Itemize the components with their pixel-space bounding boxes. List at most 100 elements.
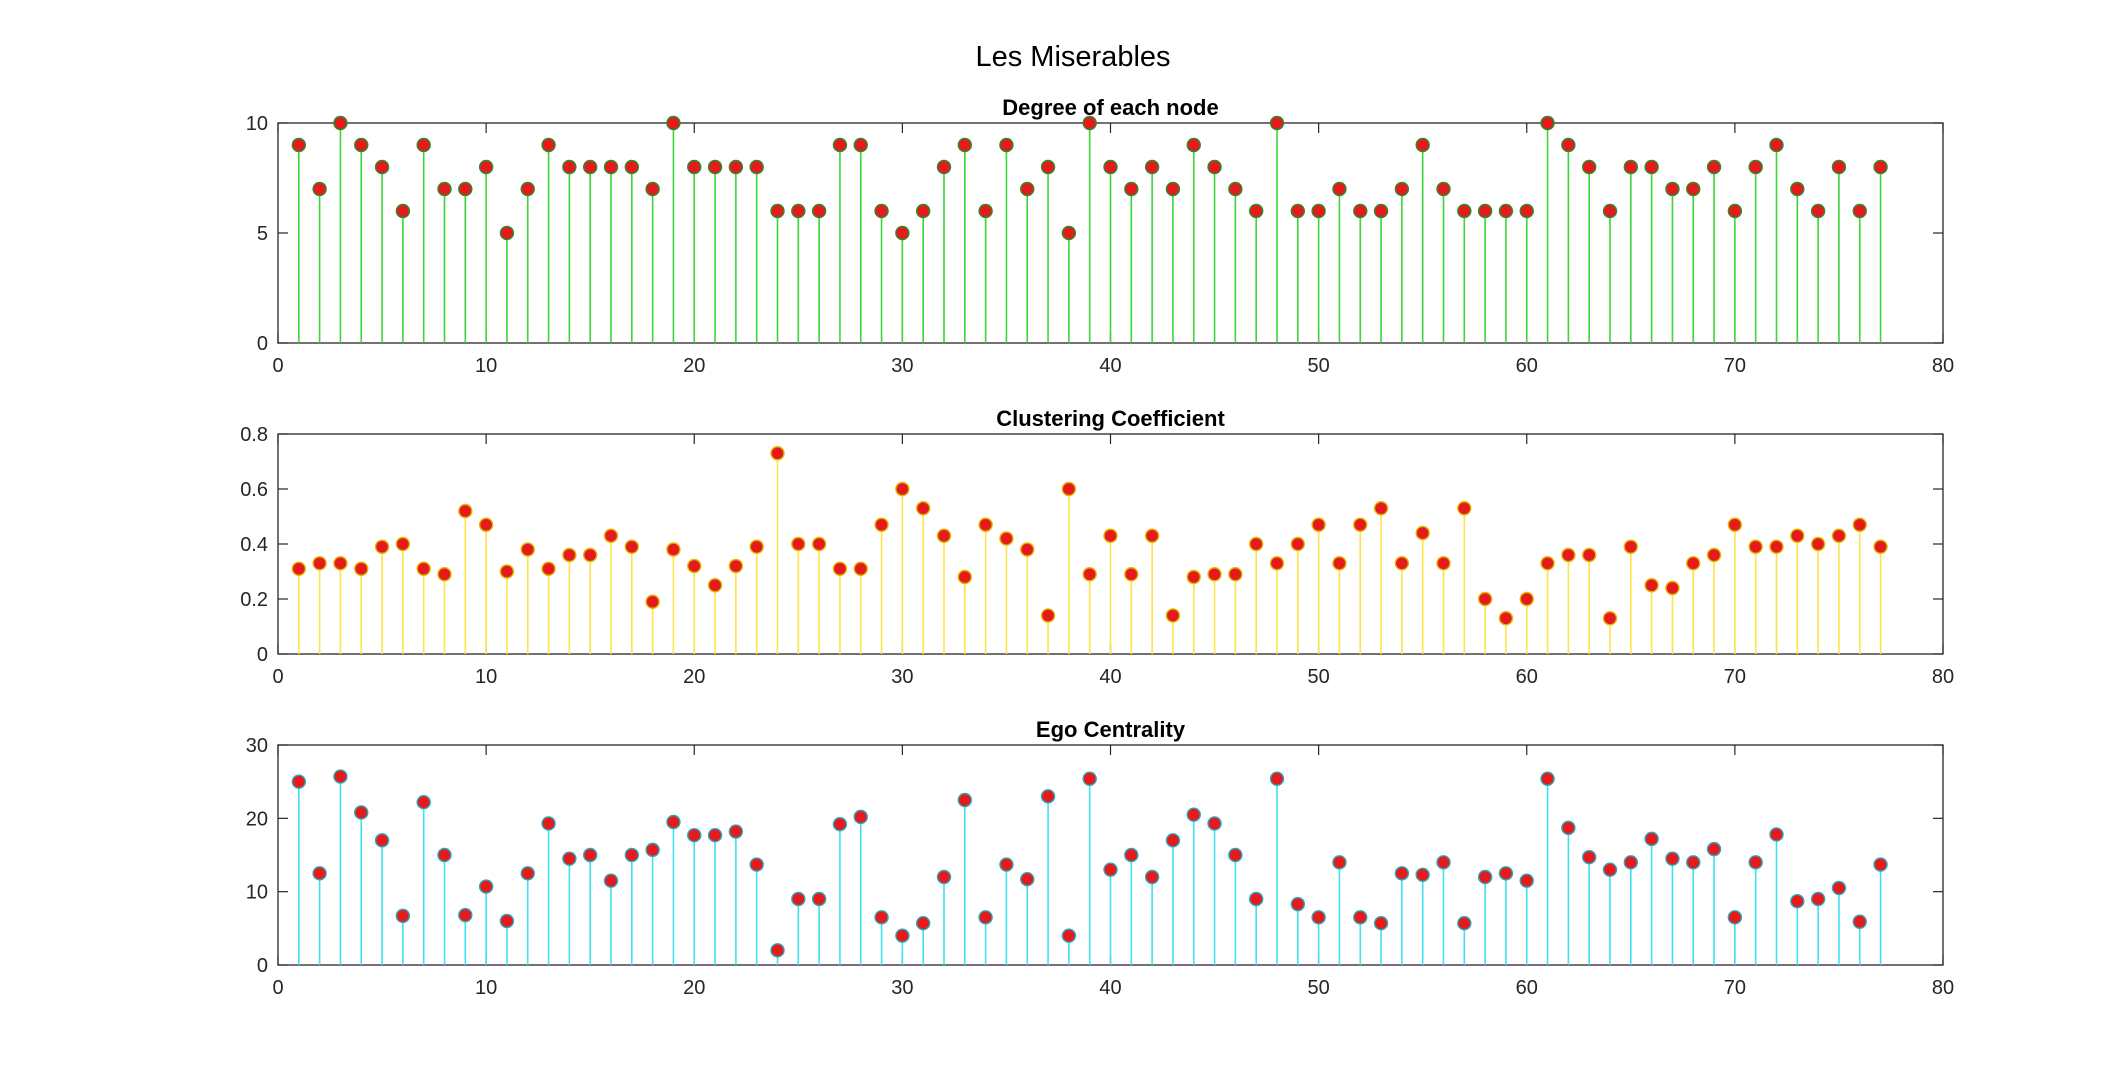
stem-marker — [1186, 807, 1201, 822]
stem-marker — [749, 159, 764, 175]
stem-marker — [1040, 789, 1056, 804]
stem-marker — [1790, 181, 1805, 197]
stem-marker — [936, 528, 952, 543]
stem-marker — [1644, 578, 1659, 593]
stem-marker — [520, 542, 535, 557]
stem-marker — [354, 805, 369, 820]
stem-marker — [478, 517, 494, 532]
stem-marker — [770, 446, 785, 461]
stem-marker — [707, 159, 723, 175]
stem-marker — [853, 137, 868, 153]
stem-marker — [1311, 517, 1326, 532]
stem-marker — [853, 809, 868, 825]
stem-marker — [1852, 517, 1867, 532]
stem-marker — [291, 137, 307, 153]
y-tick-label: 5 — [257, 223, 268, 245]
stem-marker — [666, 542, 681, 557]
subplot-title: Degree of each node — [1002, 95, 1218, 120]
stem-marker — [1498, 611, 1514, 626]
stem-marker — [603, 528, 619, 543]
stem-marker — [624, 847, 640, 863]
stem-marker — [1269, 771, 1285, 786]
stem-marker — [520, 866, 535, 881]
stem-marker — [395, 536, 411, 552]
stem-marker — [666, 814, 681, 830]
stem-marker — [1831, 159, 1847, 175]
stem-marker — [832, 137, 848, 153]
x-tick-label: 80 — [1932, 355, 1954, 377]
stem-marker — [915, 501, 931, 516]
stem-marker — [1103, 862, 1118, 877]
stem-marker — [1373, 501, 1389, 516]
stem-marker — [458, 907, 473, 923]
stem-marker — [1415, 867, 1430, 882]
stem-marker — [1248, 203, 1264, 219]
stem-marker — [1748, 159, 1763, 175]
stem-marker — [1540, 556, 1555, 571]
stem-marker — [687, 558, 702, 574]
stem-marker — [354, 561, 369, 576]
stem-marker — [1769, 827, 1784, 842]
stem-marker — [1061, 225, 1077, 241]
stem-marker — [1519, 591, 1534, 607]
stem-marker — [1831, 880, 1847, 896]
stem-marker — [645, 594, 660, 609]
stem-marker — [1852, 203, 1867, 219]
stem-marker — [1144, 528, 1160, 543]
stem-marker — [374, 159, 390, 175]
stem-marker — [1623, 539, 1639, 554]
stem-marker — [333, 115, 348, 131]
stem-marker — [770, 943, 785, 958]
stem-marker — [1623, 159, 1639, 175]
x-tick-label: 20 — [683, 355, 705, 377]
x-tick-label: 80 — [1932, 666, 1954, 688]
y-tick-label: 10 — [246, 882, 268, 904]
x-tick-label: 0 — [272, 666, 283, 688]
stem-marker — [1623, 855, 1639, 870]
x-tick-label: 50 — [1308, 355, 1330, 377]
stem-marker — [1457, 916, 1472, 931]
stem-marker — [1332, 855, 1347, 870]
stem-marker — [1873, 159, 1888, 175]
stem-marker — [1519, 203, 1534, 219]
stem-marker — [1207, 567, 1222, 582]
x-tick-label: 30 — [891, 666, 913, 688]
stem-marker — [1290, 203, 1306, 219]
stem-marker — [291, 774, 307, 789]
stem-marker — [1727, 517, 1743, 532]
stem-marker — [1332, 181, 1347, 197]
stem-marker — [707, 578, 723, 593]
stem-marker — [1269, 556, 1285, 571]
stem-marker — [1290, 536, 1306, 552]
x-tick-label: 70 — [1724, 355, 1746, 377]
stem-marker — [999, 531, 1014, 546]
y-tick-label: 30 — [246, 735, 268, 757]
stem-marker — [1228, 181, 1243, 197]
stem-marker — [1644, 159, 1659, 175]
subplots: Degree of each node 0 10 20 30 40 50 60 70 80 0 5 10… — [240, 95, 1954, 999]
x-tick-label: 10 — [475, 666, 497, 688]
stem-marker — [978, 203, 993, 219]
x-tick-label: 60 — [1516, 666, 1538, 688]
stem-marker — [499, 225, 515, 241]
stem-marker — [1353, 203, 1368, 219]
stem-marker — [458, 503, 473, 519]
stem-marker — [437, 847, 452, 863]
x-tick-label: 0 — [272, 977, 283, 999]
stem-marker — [1311, 203, 1326, 219]
stem-marker — [416, 561, 431, 576]
stem-marker — [1436, 556, 1451, 571]
x-tick-label: 40 — [1099, 977, 1121, 999]
stem-marker — [1061, 928, 1077, 943]
y-tick-label: 0.8 — [240, 424, 268, 446]
stem-marker — [895, 225, 910, 241]
stem-marker — [1665, 181, 1680, 197]
stem-marker — [728, 159, 744, 175]
stem-marker — [728, 558, 744, 574]
y-tick-label: 0 — [257, 333, 268, 355]
stem-marker — [1873, 539, 1888, 554]
stem-marker — [1394, 866, 1410, 881]
stem-marker — [291, 561, 307, 576]
stem-marker — [1769, 137, 1784, 153]
